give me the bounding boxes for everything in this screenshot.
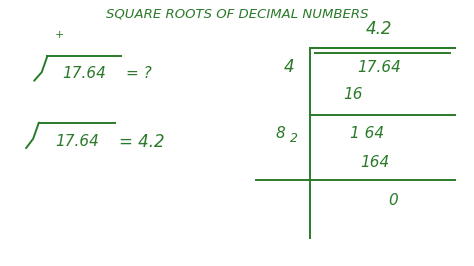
Text: 8: 8 (275, 126, 285, 142)
Text: SQUARE ROOTS OF DECIMAL NUMBERS: SQUARE ROOTS OF DECIMAL NUMBERS (106, 8, 368, 21)
Text: 1 64: 1 64 (350, 126, 384, 142)
Text: = 4.2: = 4.2 (119, 132, 165, 151)
Text: +: + (55, 30, 64, 40)
Text: 17.64: 17.64 (357, 60, 401, 75)
Text: 164: 164 (360, 155, 389, 170)
Text: = ?: = ? (126, 66, 151, 81)
Text: 4: 4 (284, 59, 294, 76)
Text: 0: 0 (389, 193, 398, 208)
Text: 16: 16 (343, 86, 363, 102)
Text: 2: 2 (290, 132, 298, 145)
Text: 17.64: 17.64 (55, 134, 99, 149)
Text: 4.2: 4.2 (366, 19, 392, 38)
Text: 17.64: 17.64 (62, 66, 106, 81)
